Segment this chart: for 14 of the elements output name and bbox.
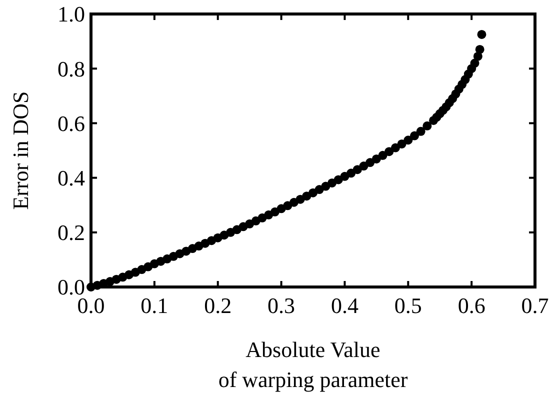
x-tick-label: 0.6 xyxy=(458,293,486,318)
y-tick-label: 0.4 xyxy=(58,166,85,190)
x-tick-label: 0.3 xyxy=(268,293,296,318)
y-tick-label: 1.0 xyxy=(58,2,85,27)
x-axis-title: Absolute Value of warping parameter xyxy=(218,337,408,392)
y-axis-title: Error in DOS xyxy=(8,91,33,210)
x-tick-label: 0.7 xyxy=(521,293,549,318)
x-tick-label: 0.4 xyxy=(330,293,358,318)
y-tick-label: 0.6 xyxy=(58,110,85,136)
y-tick-label: 0.8 xyxy=(58,56,85,82)
x-tick-label: 0.1 xyxy=(140,293,168,318)
x-tick-label: 0.5 xyxy=(394,293,422,318)
x-tick-label: 0.2 xyxy=(204,293,232,318)
y-tick-label: 0.2 xyxy=(58,220,85,246)
